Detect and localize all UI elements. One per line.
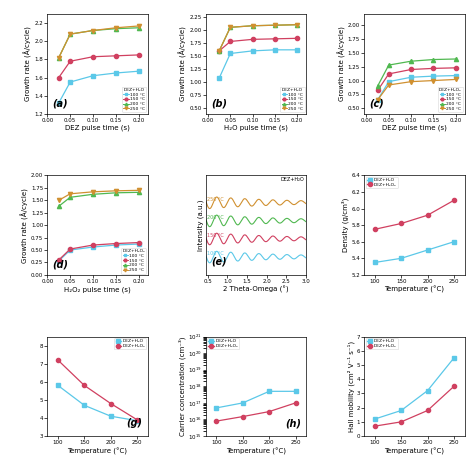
X-axis label: H₂O pulse time (s): H₂O pulse time (s) [224, 125, 288, 131]
Line: DEZ+H₂O: DEZ+H₂O [56, 383, 139, 423]
DEZ+H₂O [82, 402, 87, 408]
Legend: DEZ+H₂O, DEZ+H₂O₂: DEZ+H₂O, DEZ+H₂O₂ [365, 338, 398, 349]
Line: DEZ+H₂O₂: DEZ+H₂O₂ [373, 198, 456, 231]
X-axis label: DEZ pulse time (s): DEZ pulse time (s) [382, 125, 447, 131]
DEZ+H₂O₂ [451, 198, 457, 203]
DEZ+H₂O [398, 255, 404, 261]
DEZ+H₂O [134, 418, 140, 424]
DEZ+H₂O [213, 405, 219, 411]
Y-axis label: Growth rate (Å/cycle): Growth rate (Å/cycle) [337, 27, 346, 101]
Y-axis label: Growth rate (Å/cycle): Growth rate (Å/cycle) [179, 27, 187, 101]
DEZ+H₂O₂ [398, 221, 404, 227]
Text: (b): (b) [211, 99, 227, 109]
DEZ+H₂O₂ [372, 423, 378, 429]
DEZ+H₂O [108, 413, 114, 419]
X-axis label: Temperature (°C): Temperature (°C) [384, 286, 445, 293]
X-axis label: H₂O₂ pulse time (s): H₂O₂ pulse time (s) [64, 286, 131, 292]
Line: DEZ+H₂O: DEZ+H₂O [214, 389, 298, 410]
DEZ+H₂O [240, 400, 246, 406]
X-axis label: 2 Theta-Omega (°): 2 Theta-Omega (°) [223, 286, 289, 293]
DEZ+H₂O [425, 388, 430, 393]
DEZ+H₂O₂ [82, 383, 87, 388]
Y-axis label: Carrier concentration (cm⁻³): Carrier concentration (cm⁻³) [178, 337, 186, 436]
DEZ+H₂O [293, 389, 299, 394]
Legend: DEZ+H₂O, DEZ+H₂O₂: DEZ+H₂O, DEZ+H₂O₂ [207, 338, 239, 349]
Y-axis label: Growth rate (Å/cycle): Growth rate (Å/cycle) [24, 27, 32, 101]
Y-axis label: Intensity (a.u.): Intensity (a.u.) [197, 200, 204, 251]
DEZ+H₂O [266, 389, 272, 394]
DEZ+H₂O₂ [451, 383, 457, 389]
Legend: 100 °C, 150 °C, 200 °C, 250 °C: 100 °C, 150 °C, 200 °C, 250 °C [438, 87, 463, 112]
X-axis label: DEZ pulse time (s): DEZ pulse time (s) [65, 125, 130, 131]
Text: (e): (e) [211, 257, 227, 267]
Line: DEZ+H₂O₂: DEZ+H₂O₂ [56, 358, 139, 422]
Line: DEZ+H₂O₂: DEZ+H₂O₂ [214, 401, 298, 423]
DEZ+H₂O [372, 260, 378, 265]
DEZ+H₂O₂ [266, 409, 272, 414]
DEZ+H₂O [55, 383, 61, 388]
Legend: 100 °C, 150 °C, 200 °C, 250 °C: 100 °C, 150 °C, 200 °C, 250 °C [121, 248, 146, 273]
Y-axis label: Hall mobility (cm² V⁻¹ s⁻¹): Hall mobility (cm² V⁻¹ s⁻¹) [347, 341, 355, 432]
Line: DEZ+H₂O: DEZ+H₂O [373, 240, 456, 264]
Text: 250 °C: 250 °C [207, 197, 223, 201]
DEZ+H₂O₂ [372, 227, 378, 232]
Y-axis label: Density (g/cm³): Density (g/cm³) [342, 198, 349, 252]
DEZ+H₂O [451, 239, 457, 245]
DEZ+H₂O [398, 408, 404, 413]
Text: 100 °C: 100 °C [207, 251, 223, 256]
DEZ+H₂O [372, 416, 378, 422]
Legend: DEZ+H₂O, DEZ+H₂O₂: DEZ+H₂O, DEZ+H₂O₂ [114, 338, 146, 349]
DEZ+H₂O [451, 355, 457, 361]
Text: (a): (a) [53, 99, 68, 109]
Line: DEZ+H₂O₂: DEZ+H₂O₂ [373, 384, 456, 428]
Text: (h): (h) [285, 418, 301, 428]
DEZ+H₂O₂ [213, 418, 219, 424]
Text: (d): (d) [53, 260, 68, 270]
DEZ+H₂O₂ [293, 400, 299, 406]
Legend: DEZ+H₂O, DEZ+H₂O₂: DEZ+H₂O, DEZ+H₂O₂ [365, 177, 398, 188]
DEZ+H₂O₂ [425, 408, 430, 413]
Legend: 100 °C, 150 °C, 200 °C, 250 °C: 100 °C, 150 °C, 200 °C, 250 °C [122, 87, 146, 112]
Y-axis label: Growth rate (Å/cycle): Growth rate (Å/cycle) [21, 188, 29, 263]
DEZ+H₂O [425, 247, 430, 253]
Text: 200 °C: 200 °C [207, 215, 223, 220]
Line: DEZ+H₂O: DEZ+H₂O [373, 356, 456, 421]
Text: (g): (g) [127, 418, 143, 428]
X-axis label: Temperature (°C): Temperature (°C) [226, 447, 286, 455]
X-axis label: Temperature (°C): Temperature (°C) [384, 447, 445, 455]
DEZ+H₂O₂ [108, 401, 114, 406]
DEZ+H₂O₂ [55, 357, 61, 363]
DEZ+H₂O₂ [398, 419, 404, 425]
Text: DEZ+H₂O: DEZ+H₂O [280, 177, 304, 182]
DEZ+H₂O₂ [134, 417, 140, 423]
Text: (c): (c) [369, 99, 384, 109]
DEZ+H₂O₂ [240, 414, 246, 419]
Text: 150 °C: 150 °C [207, 233, 223, 238]
X-axis label: Temperature (°C): Temperature (°C) [67, 447, 128, 455]
DEZ+H₂O₂ [425, 212, 430, 218]
Legend: 100 °C, 150 °C, 200 °C, 250 °C: 100 °C, 150 °C, 200 °C, 250 °C [281, 87, 305, 112]
